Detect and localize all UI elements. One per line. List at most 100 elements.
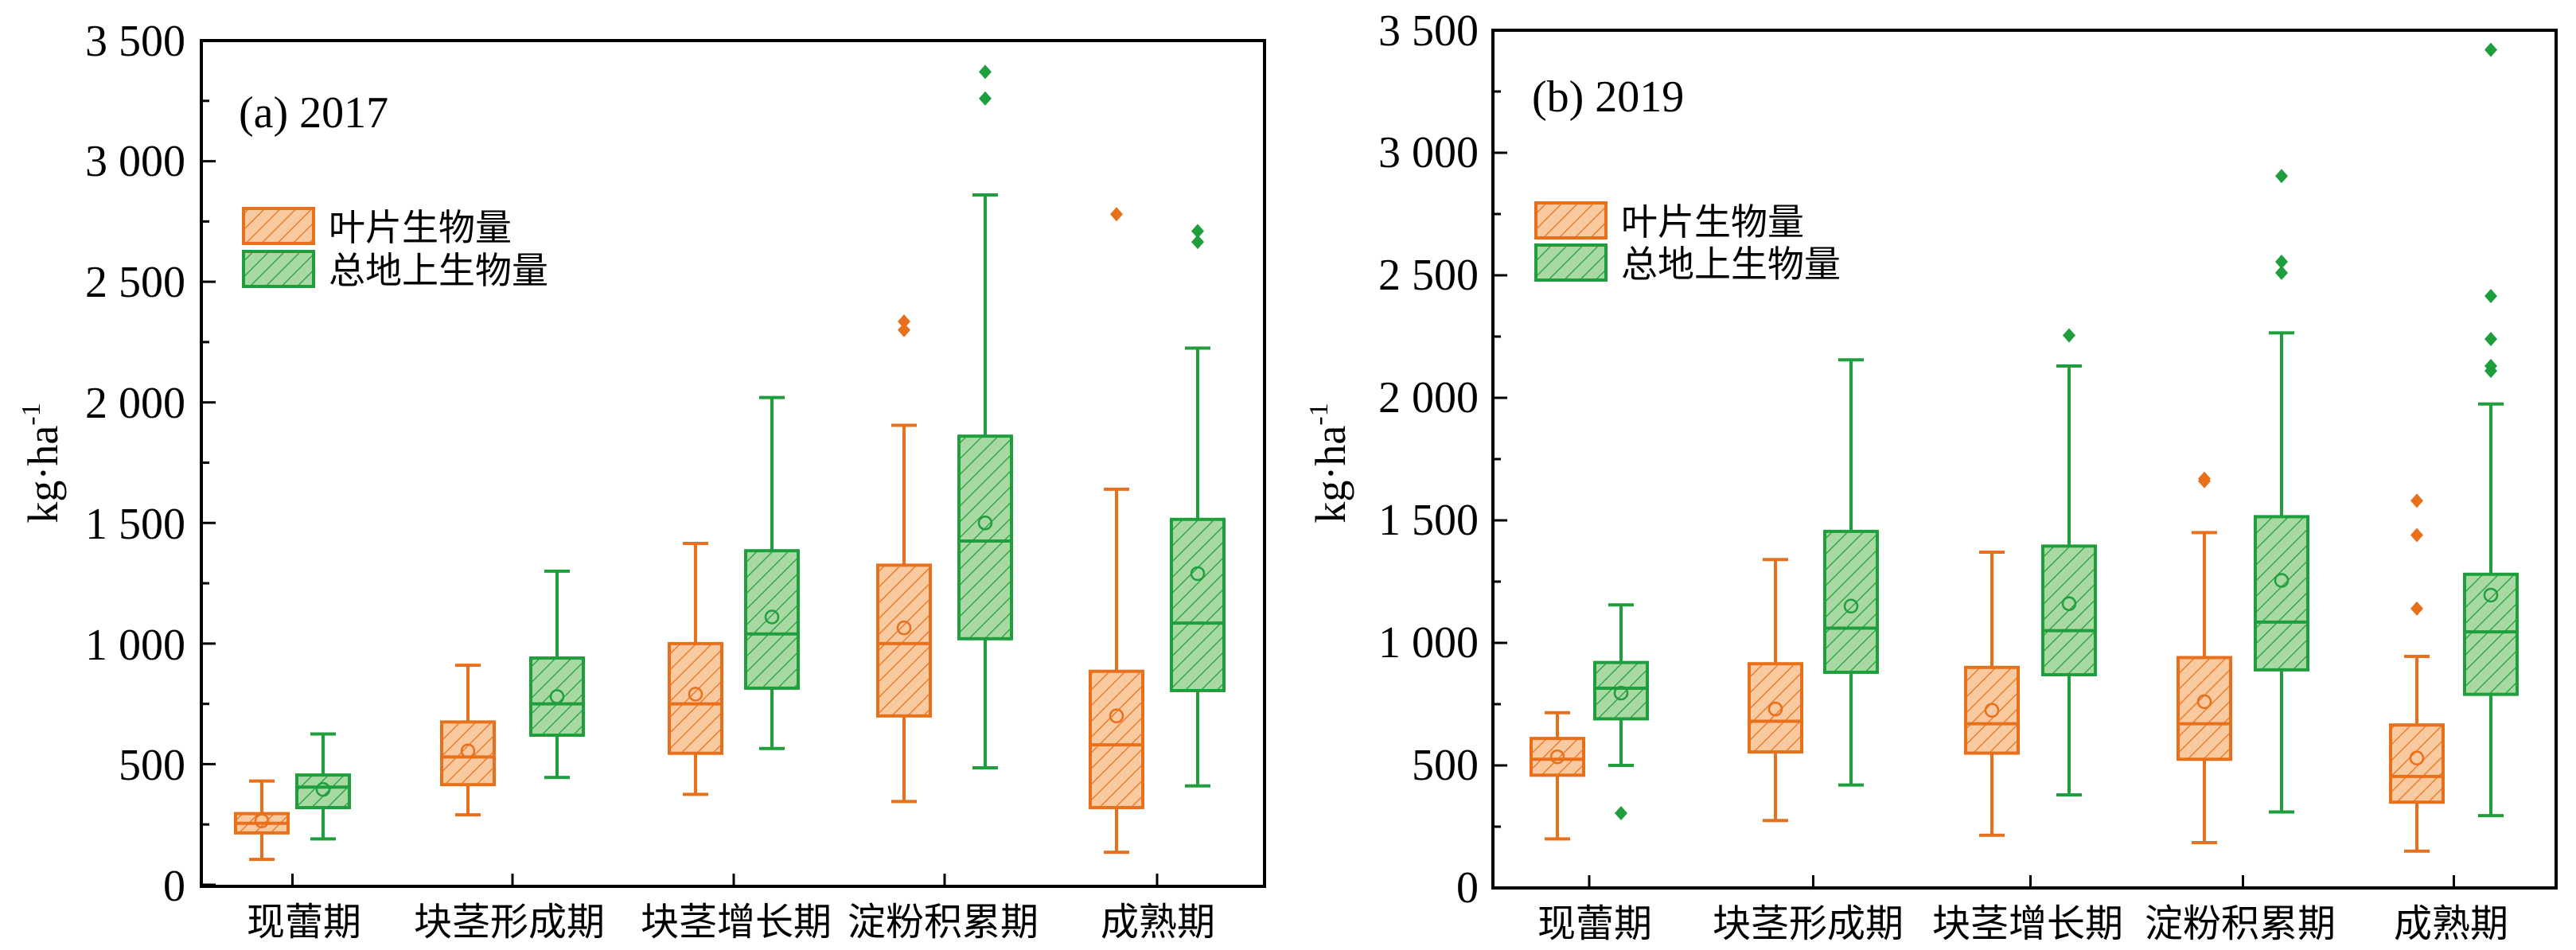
panel-b-xtick-label: 块茎形成期 xyxy=(1713,901,1904,946)
box-iqr xyxy=(2254,515,2309,672)
panel-b-legend: 叶片生物量 总地上生物量 xyxy=(1534,201,1841,286)
panel-a-xtick-label: 块茎增长期 xyxy=(641,900,832,944)
outlier-point xyxy=(979,64,992,80)
mean-marker xyxy=(1984,703,2000,718)
mean-marker xyxy=(896,620,912,636)
panel-a-ytick-label: 2 500 xyxy=(85,258,185,307)
outlier-point xyxy=(898,314,910,329)
box-leaf-2 xyxy=(1964,551,2020,837)
box-iqr xyxy=(744,549,800,690)
mean-marker xyxy=(315,782,331,797)
box-total-4 xyxy=(1170,224,1226,788)
panel-b-ytick-label: 1 500 xyxy=(1378,496,1479,545)
mean-marker xyxy=(2409,750,2425,766)
box-leaf-3 xyxy=(876,314,932,804)
panel-b-ytick-label: 3 000 xyxy=(1378,128,1479,177)
mean-marker xyxy=(1767,701,1783,717)
outlier-point xyxy=(2275,255,2288,270)
mean-marker xyxy=(688,687,703,702)
panel-a-boxes xyxy=(234,64,1226,862)
mean-marker xyxy=(2483,587,2499,603)
panel-b-ytick-label: 1 000 xyxy=(1378,618,1479,668)
panel-b-ytick-label: 2 500 xyxy=(1378,251,1479,300)
outlier-point xyxy=(2063,328,2075,343)
box-leaf-3 xyxy=(2177,471,2232,845)
panel-a-ytick-label: 3 000 xyxy=(85,137,185,186)
box-iqr xyxy=(957,434,1013,640)
panel-a-xtick-label: 现蕾期 xyxy=(247,900,361,944)
panel-a-ytick-labels: 0 500 1 000 1 500 2 000 2 500 3 000 3 50… xyxy=(85,17,185,911)
box-total-1 xyxy=(1823,358,1879,787)
panel-a-ytick-label: 1 000 xyxy=(85,621,185,670)
panel-a-xtick-labels: 现蕾期 块茎形成期 块茎增长期 淀粉积累期 成熟期 xyxy=(247,900,1215,944)
outlier-point xyxy=(2198,471,2211,486)
box-leaf-4 xyxy=(2389,493,2445,853)
panel-a-ytick-label: 500 xyxy=(119,741,185,790)
outlier-point xyxy=(1191,224,1204,239)
box-total-1 xyxy=(529,569,585,780)
panel-b-axis-ticks xyxy=(1493,29,2455,890)
mean-marker xyxy=(460,743,476,759)
outlier-point xyxy=(2484,358,2497,373)
box-iqr xyxy=(1170,517,1226,692)
box-leaf-1 xyxy=(440,664,496,817)
box-iqr xyxy=(1593,660,1649,721)
box-iqr xyxy=(440,720,496,787)
panel-a-xtick-label: 块茎形成期 xyxy=(414,900,605,944)
outlier-point xyxy=(1110,207,1123,222)
panel-b-ytick-label: 500 xyxy=(1412,741,1479,790)
mean-marker xyxy=(549,689,565,704)
box-iqr xyxy=(876,563,932,718)
box-iqr xyxy=(2177,656,2232,761)
outlier-point xyxy=(2275,265,2288,280)
panel-a-ylabel: kg·ha-1 xyxy=(17,403,67,523)
legend-swatch-leaf xyxy=(242,207,315,245)
mean-marker xyxy=(1549,749,1565,765)
mean-marker xyxy=(1190,566,1206,582)
outlier-point xyxy=(2484,289,2497,304)
legend-swatch-total xyxy=(242,250,315,288)
box-leaf-4 xyxy=(1089,207,1144,855)
panel-a-ytick-label: 0 xyxy=(163,862,185,911)
panel-a-xtick-label: 淀粉积累期 xyxy=(848,900,1039,944)
mean-marker xyxy=(977,516,993,531)
box-iqr xyxy=(295,773,351,809)
box-total-0 xyxy=(1593,603,1649,821)
legend-label-leaf: 叶片生物量 xyxy=(1621,201,1804,243)
box-total-2 xyxy=(744,395,800,750)
panel-a-ylabel-text: kg·ha xyxy=(19,426,67,524)
panel-b-xtick-label: 淀粉积累期 xyxy=(2145,901,2336,946)
mean-marker xyxy=(2274,573,2290,588)
mean-marker xyxy=(1843,598,1859,614)
panel-b-ytick-labels: 0 500 1 000 1 500 2 000 2 500 3 000 3 50… xyxy=(1378,6,1479,913)
panel-a-axis-ticks xyxy=(201,39,1159,886)
legend-swatch-total xyxy=(1534,243,1608,282)
legend-swatch-leaf xyxy=(1534,201,1608,239)
panel-a-legend: 叶片生物量 总地上生物量 xyxy=(242,206,548,292)
outlier-point xyxy=(2484,332,2497,347)
box-total-2 xyxy=(2041,328,2097,796)
outlier-point xyxy=(979,91,992,106)
box-total-0 xyxy=(295,732,351,841)
panel-b-boxes xyxy=(1530,42,2519,853)
box-iqr xyxy=(1823,529,1879,674)
outlier-point xyxy=(2275,169,2288,184)
mean-marker xyxy=(764,609,780,625)
outlier-point xyxy=(1191,235,1204,250)
mean-marker xyxy=(254,813,270,828)
box-total-4 xyxy=(2463,42,2519,818)
panel-b-ylabel-text: kg·ha xyxy=(1307,426,1354,524)
box-iqr xyxy=(2463,572,2519,696)
outlier-point xyxy=(2410,493,2423,508)
panel-b-ytick-label: 3 500 xyxy=(1378,6,1479,56)
mean-marker xyxy=(1613,685,1629,701)
panel-a: (a) 2017 kg·ha-1 0 500 1 000 1 500 2 000… xyxy=(17,17,1266,944)
mean-marker xyxy=(1109,708,1124,724)
legend-label-total: 总地上生物量 xyxy=(1621,243,1841,286)
box-total-3 xyxy=(957,64,1013,769)
panel-b-ytick-label: 2 000 xyxy=(1378,373,1479,422)
outlier-point xyxy=(2484,42,2497,57)
panel-b-xtick-label: 块茎增长期 xyxy=(1932,901,2123,946)
box-total-3 xyxy=(2254,169,2309,814)
